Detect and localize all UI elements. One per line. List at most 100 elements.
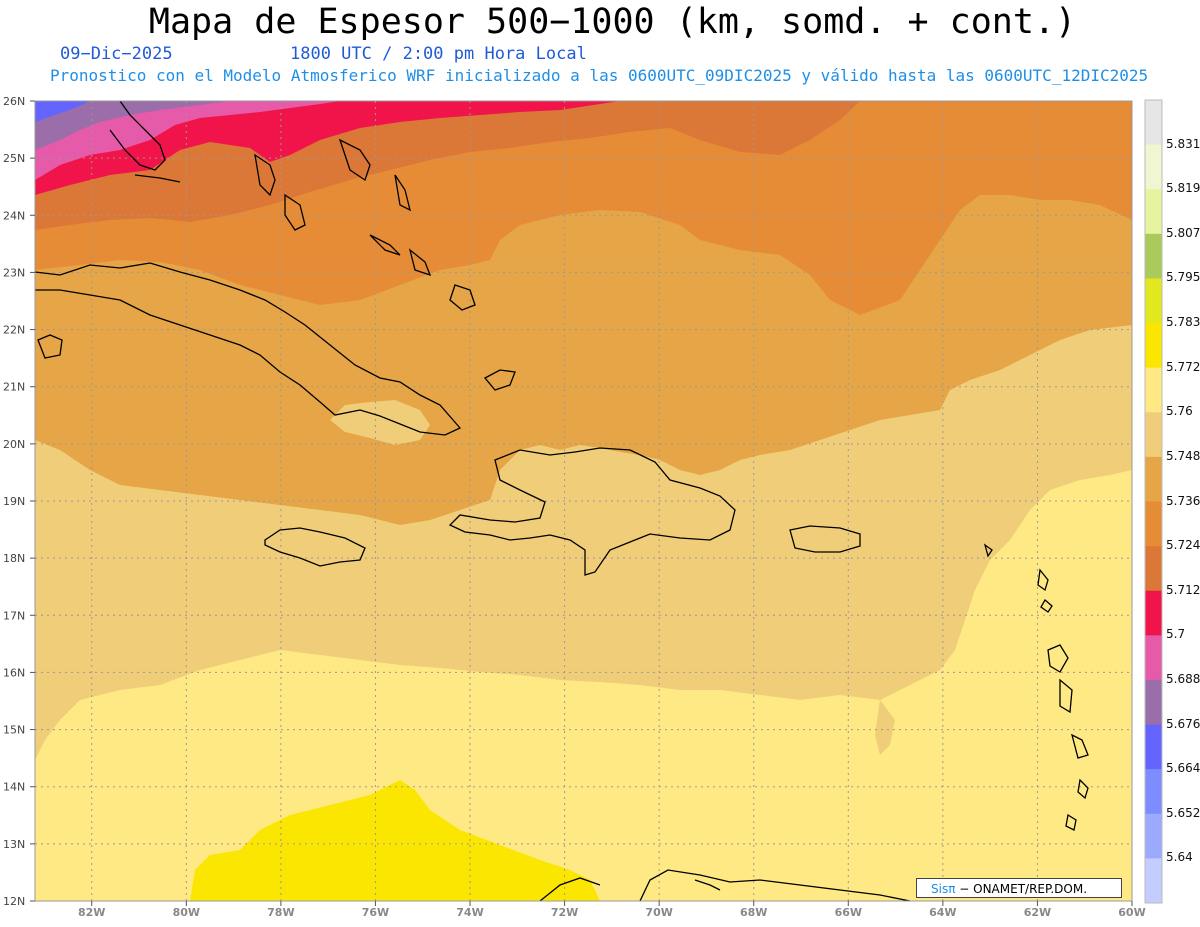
lon-label: 78W	[267, 906, 294, 919]
lon-label: 80W	[173, 906, 200, 919]
colorbar-swatch	[1145, 323, 1162, 369]
colorbar-swatch	[1145, 769, 1162, 815]
colorbar-swatch	[1145, 100, 1162, 146]
coastlines	[35, 101, 1089, 901]
lesser-antilles-1	[1037, 568, 1049, 592]
virgin-islands	[983, 543, 993, 558]
colorbar-swatch	[1145, 635, 1162, 681]
colorbar-level-label: 5.664	[1166, 761, 1200, 776]
colorbar-level-label: 5.772	[1166, 359, 1200, 374]
martinique	[1059, 678, 1073, 714]
lon-label: 60W	[1118, 906, 1145, 919]
keys-outline	[134, 174, 181, 183]
lon-label: 76W	[362, 906, 389, 919]
credit-brand: Sis	[931, 882, 949, 896]
puerto-rico-outline	[789, 525, 861, 553]
band-5-688	[35, 101, 340, 180]
st-vincent	[1077, 778, 1089, 800]
colorbar	[1144, 99, 1163, 904]
colorbar-level-label: 5.819	[1166, 181, 1200, 196]
colorbar-level-label: 5.688	[1166, 671, 1200, 686]
map-field	[35, 101, 1132, 901]
colorbar-level-label: 5.795	[1166, 270, 1200, 285]
forecast-time: 1800 UTC / 2:00 pm Hora Local	[290, 44, 587, 64]
colorbar-swatch	[1145, 501, 1162, 547]
colorbar-level-label: 5.76	[1166, 404, 1193, 419]
colorbar-level-label: 5.7	[1166, 627, 1186, 642]
bahamas-5	[408, 248, 432, 277]
florida-outline	[109, 101, 166, 171]
bahamas-1	[284, 193, 306, 231]
bahamas-6	[449, 284, 476, 311]
lat-label: 14N	[3, 781, 25, 794]
st-lucia	[1071, 733, 1089, 759]
colorbar-swatch	[1145, 456, 1162, 502]
colorbar-swatch	[1145, 724, 1162, 770]
colorbar-swatch	[1145, 367, 1162, 413]
latitude-labels: 26N 25N 24N 23N 22N 21N 20N 19N 18N 17N 16N 15N 14N 1…	[3, 95, 35, 908]
colorbar-swatch	[1145, 412, 1162, 458]
lat-label: 13N	[3, 838, 25, 851]
lat-label: 22N	[3, 324, 25, 337]
lon-label: 68W	[740, 906, 767, 919]
map-title: Mapa de Espesor 500−1000 (km, somd. + co…	[148, 2, 1077, 42]
lon-label: 66W	[835, 906, 862, 919]
colorbar-swatch	[1145, 189, 1162, 235]
lon-label: 70W	[645, 906, 672, 919]
isla-juventud-outline	[37, 334, 63, 359]
lat-label: 18N	[3, 552, 25, 565]
colorbar-level-label: 5.831	[1166, 136, 1200, 151]
band-5-676	[35, 101, 230, 150]
grid-lines	[35, 101, 1132, 901]
lat-label: 19N	[3, 495, 25, 508]
lesser-antilles-2	[1040, 598, 1053, 613]
turks-caicos	[483, 369, 516, 391]
grenada	[1065, 813, 1077, 831]
colorbar-level-label: 5.783	[1166, 315, 1200, 330]
colorbar-swatch	[1145, 546, 1162, 592]
colorbar-level-label: 5.736	[1166, 493, 1200, 508]
cuba-outline	[35, 262, 462, 436]
colorbar-swatch	[1145, 813, 1162, 859]
forecast-date: 09−Dic−2025	[60, 44, 173, 64]
lat-label: 23N	[3, 266, 25, 279]
colorbar-swatch	[1145, 144, 1162, 190]
colombia-coast	[539, 877, 601, 901]
guadeloupe	[1047, 644, 1069, 673]
colorbar-swatch	[1145, 679, 1162, 726]
colorbar-swatch	[1145, 590, 1162, 636]
bahamas-3	[394, 174, 411, 212]
lon-label: 82W	[78, 906, 105, 919]
patch-south-tail	[875, 700, 895, 755]
forecast-subtitle: Pronostico con el Modelo Atmosferico WRF…	[50, 66, 1149, 85]
credit-text: − ONAMET/REP.DOM.	[959, 882, 1088, 896]
band-5-772	[190, 780, 600, 901]
colorbar-level-label: 5.676	[1166, 716, 1200, 731]
venezuela-coast	[639, 869, 911, 901]
jamaica-outline	[264, 527, 366, 567]
colorbar-level-label: 5.64	[1166, 850, 1193, 865]
lat-label: 26N	[3, 95, 25, 108]
bahamas-andros	[254, 153, 276, 197]
lon-label: 72W	[551, 906, 578, 919]
colorbar-level-label: 5.748	[1166, 448, 1200, 463]
colorbar-level-label: 5.807	[1166, 225, 1200, 240]
colorbar-frame	[1144, 99, 1163, 904]
colorbar-swatch	[1145, 278, 1162, 324]
lon-label: 74W	[456, 906, 483, 919]
bahamas-2	[338, 138, 371, 182]
longitude-labels: 82W 80W 78W 76W 74W 72W 70W 68W 66W 64W 62W 60W	[78, 901, 1146, 919]
band-5-664	[35, 101, 90, 122]
band-5-7	[35, 101, 620, 195]
colorbar-level-label: 5.712	[1166, 582, 1200, 597]
lat-label: 21N	[3, 381, 25, 394]
colorbar-swatch	[1145, 233, 1162, 279]
lat-label: 16N	[3, 666, 25, 679]
credit-box: Sisπ − ONAMET/REP.DOM.	[916, 878, 1122, 898]
lat-label: 20N	[3, 438, 25, 451]
aruba	[694, 879, 721, 891]
lat-label: 12N	[3, 895, 25, 908]
colorbar-level-label: 5.724	[1166, 538, 1200, 553]
band-5-76	[35, 470, 1132, 901]
